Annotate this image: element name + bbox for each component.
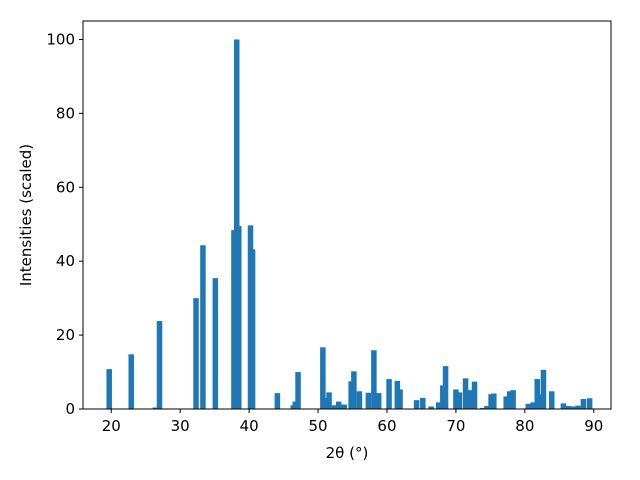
y-tick-label: 100	[46, 30, 75, 48]
bar	[503, 396, 509, 409]
y-tick-label: 60	[56, 178, 75, 196]
x-axis-label: 2θ (°)	[326, 444, 369, 462]
bar	[413, 400, 420, 409]
bar	[292, 401, 299, 409]
bar	[212, 278, 219, 409]
bar	[471, 381, 478, 409]
x-tick-label: 20	[102, 417, 121, 435]
bar	[397, 389, 403, 409]
bar	[560, 403, 567, 409]
bar	[341, 404, 347, 409]
x-tick-label: 70	[446, 417, 465, 435]
bar	[491, 393, 497, 409]
x-tick-label: 80	[515, 417, 534, 435]
bar	[335, 401, 342, 409]
bar	[435, 402, 442, 409]
bar	[525, 403, 532, 409]
bar	[540, 369, 547, 409]
bar	[322, 397, 329, 409]
bar	[326, 392, 332, 409]
bar	[484, 406, 490, 409]
y-tick-label: 20	[56, 326, 75, 344]
bar	[575, 405, 581, 409]
bar	[386, 379, 392, 409]
bar	[442, 366, 449, 409]
bar	[462, 378, 469, 409]
bar	[530, 402, 536, 409]
bar	[375, 393, 382, 409]
bar	[233, 39, 240, 409]
bar	[565, 406, 572, 409]
bar	[510, 390, 516, 409]
bar	[236, 226, 242, 409]
bar	[548, 391, 555, 409]
bar	[200, 245, 206, 409]
x-tick-label: 40	[240, 417, 259, 435]
bar	[356, 391, 363, 409]
x-tick-label: 50	[309, 417, 328, 435]
bar	[249, 249, 256, 409]
bar	[193, 298, 199, 409]
bar	[428, 406, 434, 409]
y-tick-label: 0	[65, 400, 75, 418]
bar	[371, 350, 377, 409]
bar	[365, 392, 372, 409]
bar	[106, 369, 112, 409]
bar	[569, 406, 576, 409]
bar	[456, 392, 463, 409]
bar	[580, 399, 587, 409]
y-tick-label: 80	[56, 104, 75, 122]
bar	[156, 321, 163, 409]
x-tick-label: 60	[377, 417, 396, 435]
y-tick-label: 40	[56, 252, 75, 270]
bar	[331, 405, 338, 409]
bar	[320, 347, 326, 409]
bar	[420, 397, 426, 409]
bar	[480, 407, 486, 409]
bar	[506, 391, 513, 409]
bar	[586, 398, 593, 409]
bar	[295, 372, 301, 409]
bar	[128, 354, 135, 409]
y-axis-label: Intensities (scaled)	[17, 144, 35, 286]
bar	[466, 390, 473, 409]
bar	[351, 371, 357, 409]
bar	[274, 393, 281, 409]
bar	[453, 389, 459, 409]
plot-frame	[82, 20, 612, 410]
x-tick-label: 30	[171, 417, 190, 435]
bar	[152, 407, 159, 409]
x-tick-label: 90	[584, 417, 603, 435]
bar	[534, 379, 541, 409]
